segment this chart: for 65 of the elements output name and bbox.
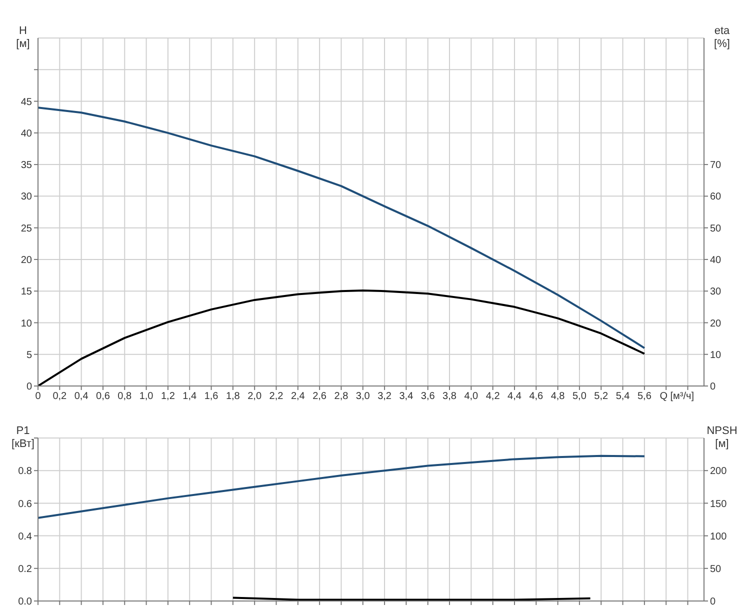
y2-tick-label: 20 xyxy=(710,318,722,330)
x-tick-label: 1,2 xyxy=(161,391,176,402)
y2-tick-label: 0 xyxy=(710,382,716,393)
y-tick-label: 0 xyxy=(26,382,32,393)
y2-axis-title: NPSH [м] xyxy=(706,425,738,450)
y-axis-title: P1 [кВт] xyxy=(12,425,34,450)
y-tick-label: 35 xyxy=(20,160,32,172)
x-tick-label: 2,8 xyxy=(334,391,349,402)
y-tick-label: 5 xyxy=(26,350,32,361)
y-tick-label: 0.2 xyxy=(18,564,32,575)
y-tick-label: 0.8 xyxy=(18,466,32,478)
x-tick-label: 2,0 xyxy=(248,391,262,402)
x-tick-label: 0 xyxy=(35,391,42,402)
x-tick-label: 0,6 xyxy=(96,391,110,402)
x-tick-label: 2,6 xyxy=(312,391,327,402)
x-tick-label: 5,0 xyxy=(572,391,587,402)
y-tick-label: 45 xyxy=(20,96,32,108)
x-tick-label: 3,2 xyxy=(378,391,392,402)
x-tick-label: 4,0 xyxy=(464,391,479,402)
y-tick-label: 20 xyxy=(20,255,32,266)
y2-tick-label: 30 xyxy=(710,286,722,298)
y2-tick-label: 50 xyxy=(710,223,722,234)
y-tick-label: 15 xyxy=(20,286,32,298)
x-tick-label: 1,4 xyxy=(182,391,197,402)
y-tick-label: 0.4 xyxy=(18,531,32,542)
y-tick-label: 30 xyxy=(20,192,32,203)
x-tick-label: 2,2 xyxy=(269,391,284,402)
y2-tick-label: 0 xyxy=(710,596,716,608)
x-tick-label: 2,4 xyxy=(290,391,306,402)
x-tick-label: 5,6 xyxy=(637,391,652,402)
y2-tick-label: 40 xyxy=(710,255,722,266)
y2-tick-label: 10 xyxy=(710,350,722,361)
x-tick-label: 1,6 xyxy=(204,391,219,402)
line-series xyxy=(38,106,646,350)
y2-tick-label: 100 xyxy=(710,531,728,542)
x-tick-label: 4,6 xyxy=(529,391,544,402)
x-tick-label: 0,2 xyxy=(52,391,68,402)
x-tick-label: 5,4 xyxy=(616,391,630,402)
x-tick-label: 0,8 xyxy=(118,391,132,402)
y2-tick-label: 50 xyxy=(710,564,722,575)
x-tick-label: 3,0 xyxy=(356,391,370,402)
x-axis-title: Q [м³/ч] xyxy=(660,391,694,402)
y-tick-label: 25 xyxy=(20,223,32,234)
x-tick-label: 5,2 xyxy=(594,391,609,402)
x-tick-label: 3,8 xyxy=(442,391,457,402)
y-tick-label: 10 xyxy=(20,318,32,330)
y2-axis-title: eta [%] xyxy=(714,25,731,50)
y2-tick-label: 200 xyxy=(710,466,728,478)
x-tick-label: 4,2 xyxy=(486,391,500,402)
y-tick-label: 0.6 xyxy=(18,498,32,510)
x-tick-label: 1,0 xyxy=(139,391,154,402)
x-tick-label: 3,4 xyxy=(399,391,414,402)
x-tick-label: 3,6 xyxy=(420,391,436,402)
x-tick-label: 4,4 xyxy=(508,391,522,402)
y-tick-label: 0.0 xyxy=(18,596,32,608)
y2-tick-label: 60 xyxy=(710,192,722,203)
y-axis-title: H [м] xyxy=(16,25,30,50)
x-tick-label: 1,8 xyxy=(226,391,240,402)
y-tick-label: 40 xyxy=(20,128,32,140)
x-tick-label: 0,4 xyxy=(74,391,89,402)
y2-tick-label: 70 xyxy=(710,160,722,172)
line-series xyxy=(38,289,646,386)
line-series xyxy=(38,454,646,519)
y2-tick-label: 150 xyxy=(710,498,728,510)
x-tick-label: 4,8 xyxy=(550,391,566,402)
